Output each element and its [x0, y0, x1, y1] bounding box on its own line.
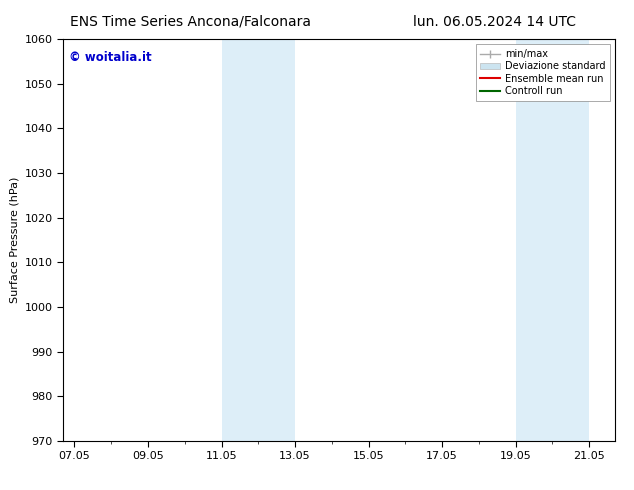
Legend: min/max, Deviazione standard, Ensemble mean run, Controll run: min/max, Deviazione standard, Ensemble m… — [476, 44, 610, 101]
Text: © woitalia.it: © woitalia.it — [69, 51, 152, 64]
Bar — [221, 39, 295, 441]
Text: ENS Time Series Ancona/Falconara: ENS Time Series Ancona/Falconara — [70, 15, 311, 29]
Y-axis label: Surface Pressure (hPa): Surface Pressure (hPa) — [10, 177, 19, 303]
Text: lun. 06.05.2024 14 UTC: lun. 06.05.2024 14 UTC — [413, 15, 576, 29]
Bar — [515, 39, 589, 441]
